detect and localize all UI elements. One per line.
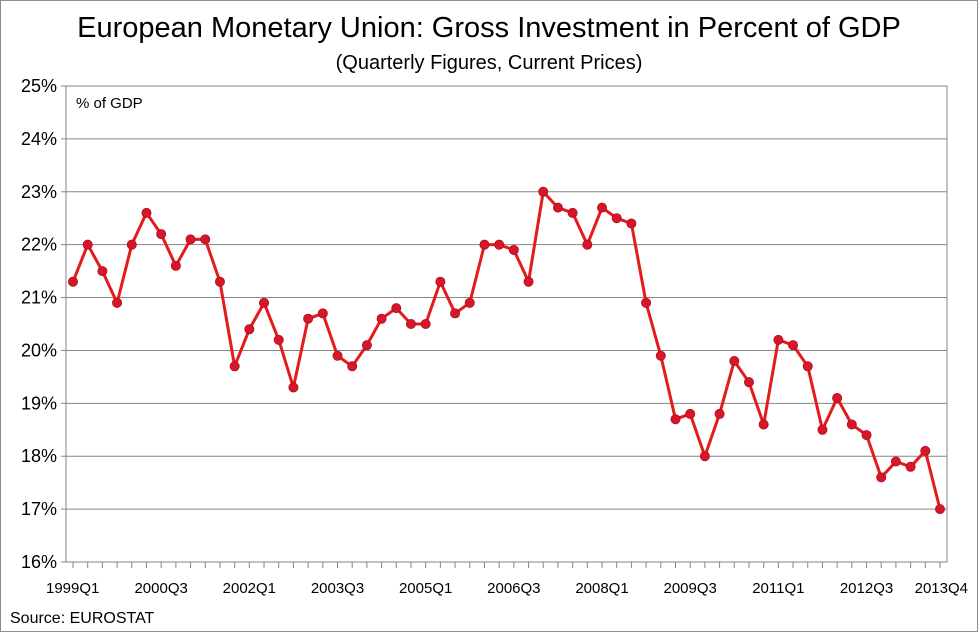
x-tick-label: 2005Q1 xyxy=(399,580,452,597)
data-point xyxy=(347,361,358,372)
data-point xyxy=(214,276,225,287)
data-point xyxy=(376,313,387,324)
data-point xyxy=(317,308,328,319)
data-point xyxy=(773,334,784,345)
data-point xyxy=(935,504,946,515)
data-point xyxy=(420,318,431,329)
data-point xyxy=(802,361,813,372)
data-point xyxy=(597,202,608,213)
x-tick-label: 2000Q3 xyxy=(134,580,187,597)
unit-label: % of GDP xyxy=(76,95,143,112)
data-point xyxy=(567,207,578,218)
data-point xyxy=(817,424,828,435)
axes xyxy=(65,85,948,563)
x-tick-label: 2002Q1 xyxy=(223,580,276,597)
data-point xyxy=(450,308,461,319)
data-point xyxy=(288,382,299,393)
data-point xyxy=(890,456,901,467)
series-markers xyxy=(68,186,946,515)
data-point xyxy=(273,334,284,345)
data-point xyxy=(332,350,343,361)
x-tick-label: 2013Q4 xyxy=(915,580,968,597)
data-point xyxy=(508,244,519,255)
data-point xyxy=(832,393,843,404)
data-point xyxy=(82,239,93,250)
gridlines xyxy=(66,85,947,510)
y-tick-label: 24% xyxy=(21,129,57,149)
data-point xyxy=(538,186,549,197)
data-point xyxy=(552,202,563,213)
data-point xyxy=(670,414,681,425)
x-axis-ticks: 1999Q1 2000Q3 2002Q1 2003Q3 2005Q1 2006Q3 2008… xyxy=(46,562,968,597)
y-tick-label: 25% xyxy=(21,76,57,96)
data-point xyxy=(920,445,931,456)
data-point xyxy=(141,207,152,218)
chart-title: European Monetary Union: Gross Investmen… xyxy=(77,12,901,44)
data-point xyxy=(626,218,637,229)
x-tick-label: 2011Q1 xyxy=(752,580,804,597)
data-point xyxy=(582,239,593,250)
data-point xyxy=(788,340,799,351)
data-point xyxy=(729,356,740,367)
y-axis-ticks: 16% 17% 18% 19% 20% 21% 22% 23% 24% 25% xyxy=(21,76,66,572)
data-point xyxy=(361,340,372,351)
data-point xyxy=(743,377,754,388)
plot-area xyxy=(65,85,948,563)
y-tick-label: 19% xyxy=(21,393,57,413)
data-point xyxy=(303,313,314,324)
data-point xyxy=(846,419,857,430)
data-point xyxy=(405,318,416,329)
data-point xyxy=(185,234,196,245)
data-point xyxy=(905,461,916,472)
data-point xyxy=(655,350,666,361)
data-point xyxy=(200,234,211,245)
data-point xyxy=(244,324,255,335)
y-tick-label: 23% xyxy=(21,182,57,202)
data-point xyxy=(435,276,446,287)
data-point xyxy=(126,239,137,250)
y-tick-label: 20% xyxy=(21,340,57,360)
data-point xyxy=(685,408,696,419)
data-point xyxy=(156,229,167,240)
chart-subtitle: (Quarterly Figures, Current Prices) xyxy=(335,52,643,74)
x-tick-label: 2012Q3 xyxy=(840,580,893,597)
data-point xyxy=(523,276,534,287)
x-tick-label: 2003Q3 xyxy=(311,580,364,597)
data-point xyxy=(494,239,505,250)
x-tick-label: 2008Q1 xyxy=(575,580,628,597)
data-point xyxy=(758,419,769,430)
data-point xyxy=(641,297,652,308)
data-point xyxy=(861,430,872,441)
y-tick-label: 16% xyxy=(21,552,57,572)
data-point xyxy=(112,297,123,308)
y-tick-label: 21% xyxy=(21,288,57,308)
data-point xyxy=(714,408,725,419)
x-tick-label: 1999Q1 xyxy=(46,580,99,597)
data-point xyxy=(464,297,475,308)
data-point xyxy=(97,266,108,277)
data-point xyxy=(699,451,710,462)
data-point xyxy=(611,213,622,224)
y-tick-label: 22% xyxy=(21,235,57,255)
x-tick-label: 2006Q3 xyxy=(487,580,540,597)
data-point xyxy=(68,276,79,287)
y-tick-label: 18% xyxy=(21,446,57,466)
data-point xyxy=(876,472,887,483)
data-point xyxy=(479,239,490,250)
x-tick-label: 2009Q3 xyxy=(663,580,716,597)
data-point xyxy=(229,361,240,372)
data-point xyxy=(170,260,181,271)
y-tick-label: 17% xyxy=(21,499,57,519)
data-point xyxy=(259,297,270,308)
data-point xyxy=(391,303,402,314)
source-note: Source: EUROSTAT xyxy=(10,610,155,627)
